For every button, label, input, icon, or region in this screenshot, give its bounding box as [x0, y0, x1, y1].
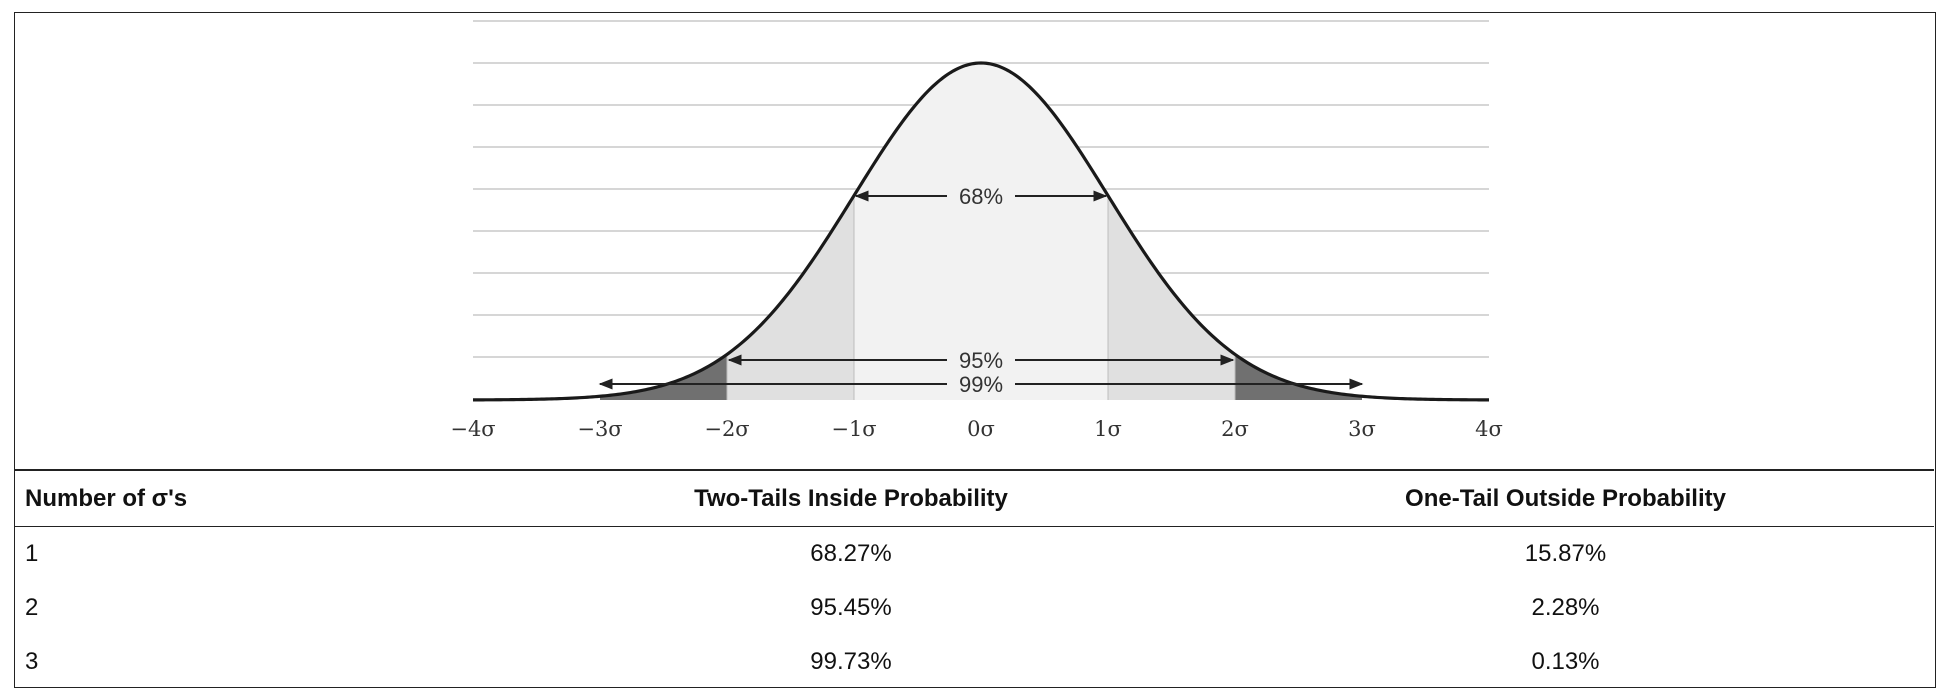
x-tick-label: 1σ — [1094, 417, 1122, 441]
x-tick-label: −3σ — [577, 417, 622, 441]
sigma-count-cell: 2 — [25, 594, 39, 621]
one-tail-cell: 15.87% — [1524, 540, 1607, 567]
x-tick-label: −1σ — [831, 417, 876, 441]
sigma-count-cell: 3 — [25, 648, 39, 675]
range-label: 99% — [959, 372, 1003, 397]
range-label: 95% — [959, 348, 1003, 373]
two-tails-cell: 68.27% — [810, 540, 892, 567]
chart-svg: −4σ −3σ −2σ −1σ 0σ 1σ 2σ 3σ 4σ 68% 95%99% — [450, 20, 1503, 441]
x-tick-label: 4σ — [1475, 417, 1503, 441]
table-header-row: Number of σ's Two-Tails Inside Probabili… — [15, 470, 1934, 527]
header-number-of-sigmas: Number of σ's — [15, 470, 505, 527]
distribution-curve — [472, 61, 1490, 402]
table-row: 1 68.27% 15.87% — [15, 527, 1934, 582]
table-row: 3 99.73% 0.13% — [15, 635, 1934, 689]
x-tick-label: −4σ — [450, 417, 495, 441]
figure-frame: −4σ −3σ −2σ −1σ 0σ 1σ 2σ 3σ 4σ 68% 95% 99% Number o… — [14, 12, 1936, 688]
sigma-count-cell: 1 — [25, 540, 39, 567]
normal-distribution-chart: −4σ −3σ −2σ −1σ 0σ 1σ 2σ 3σ 4σ 68% 95% 99% — [15, 13, 1934, 469]
x-tick-label: 2σ — [1221, 417, 1249, 441]
shaded-region — [1235, 354, 1362, 400]
two-tails-cell: 95.45% — [810, 594, 892, 621]
probability-table: Number of σ's Two-Tails Inside Probabili… — [15, 469, 1934, 689]
shaded-region — [600, 354, 727, 400]
table-row: 2 95.45% 2.28% — [15, 581, 1934, 635]
x-tick-label: 0σ — [967, 417, 995, 441]
header-two-tails-inside: Two-Tails Inside Probability — [505, 470, 1197, 527]
range-label: 68% — [959, 184, 1003, 209]
one-tail-cell: 2.28% — [1531, 594, 1600, 621]
one-tail-cell: 0.13% — [1531, 648, 1600, 675]
two-tails-cell: 99.73% — [810, 648, 892, 675]
header-one-tail-outside: One-Tail Outside Probability — [1197, 470, 1934, 527]
x-tick-label: 3σ — [1348, 417, 1376, 441]
shaded-region — [854, 63, 1108, 400]
figure-caption — [0, 0, 1949, 9]
x-tick-label: −2σ — [704, 417, 749, 441]
